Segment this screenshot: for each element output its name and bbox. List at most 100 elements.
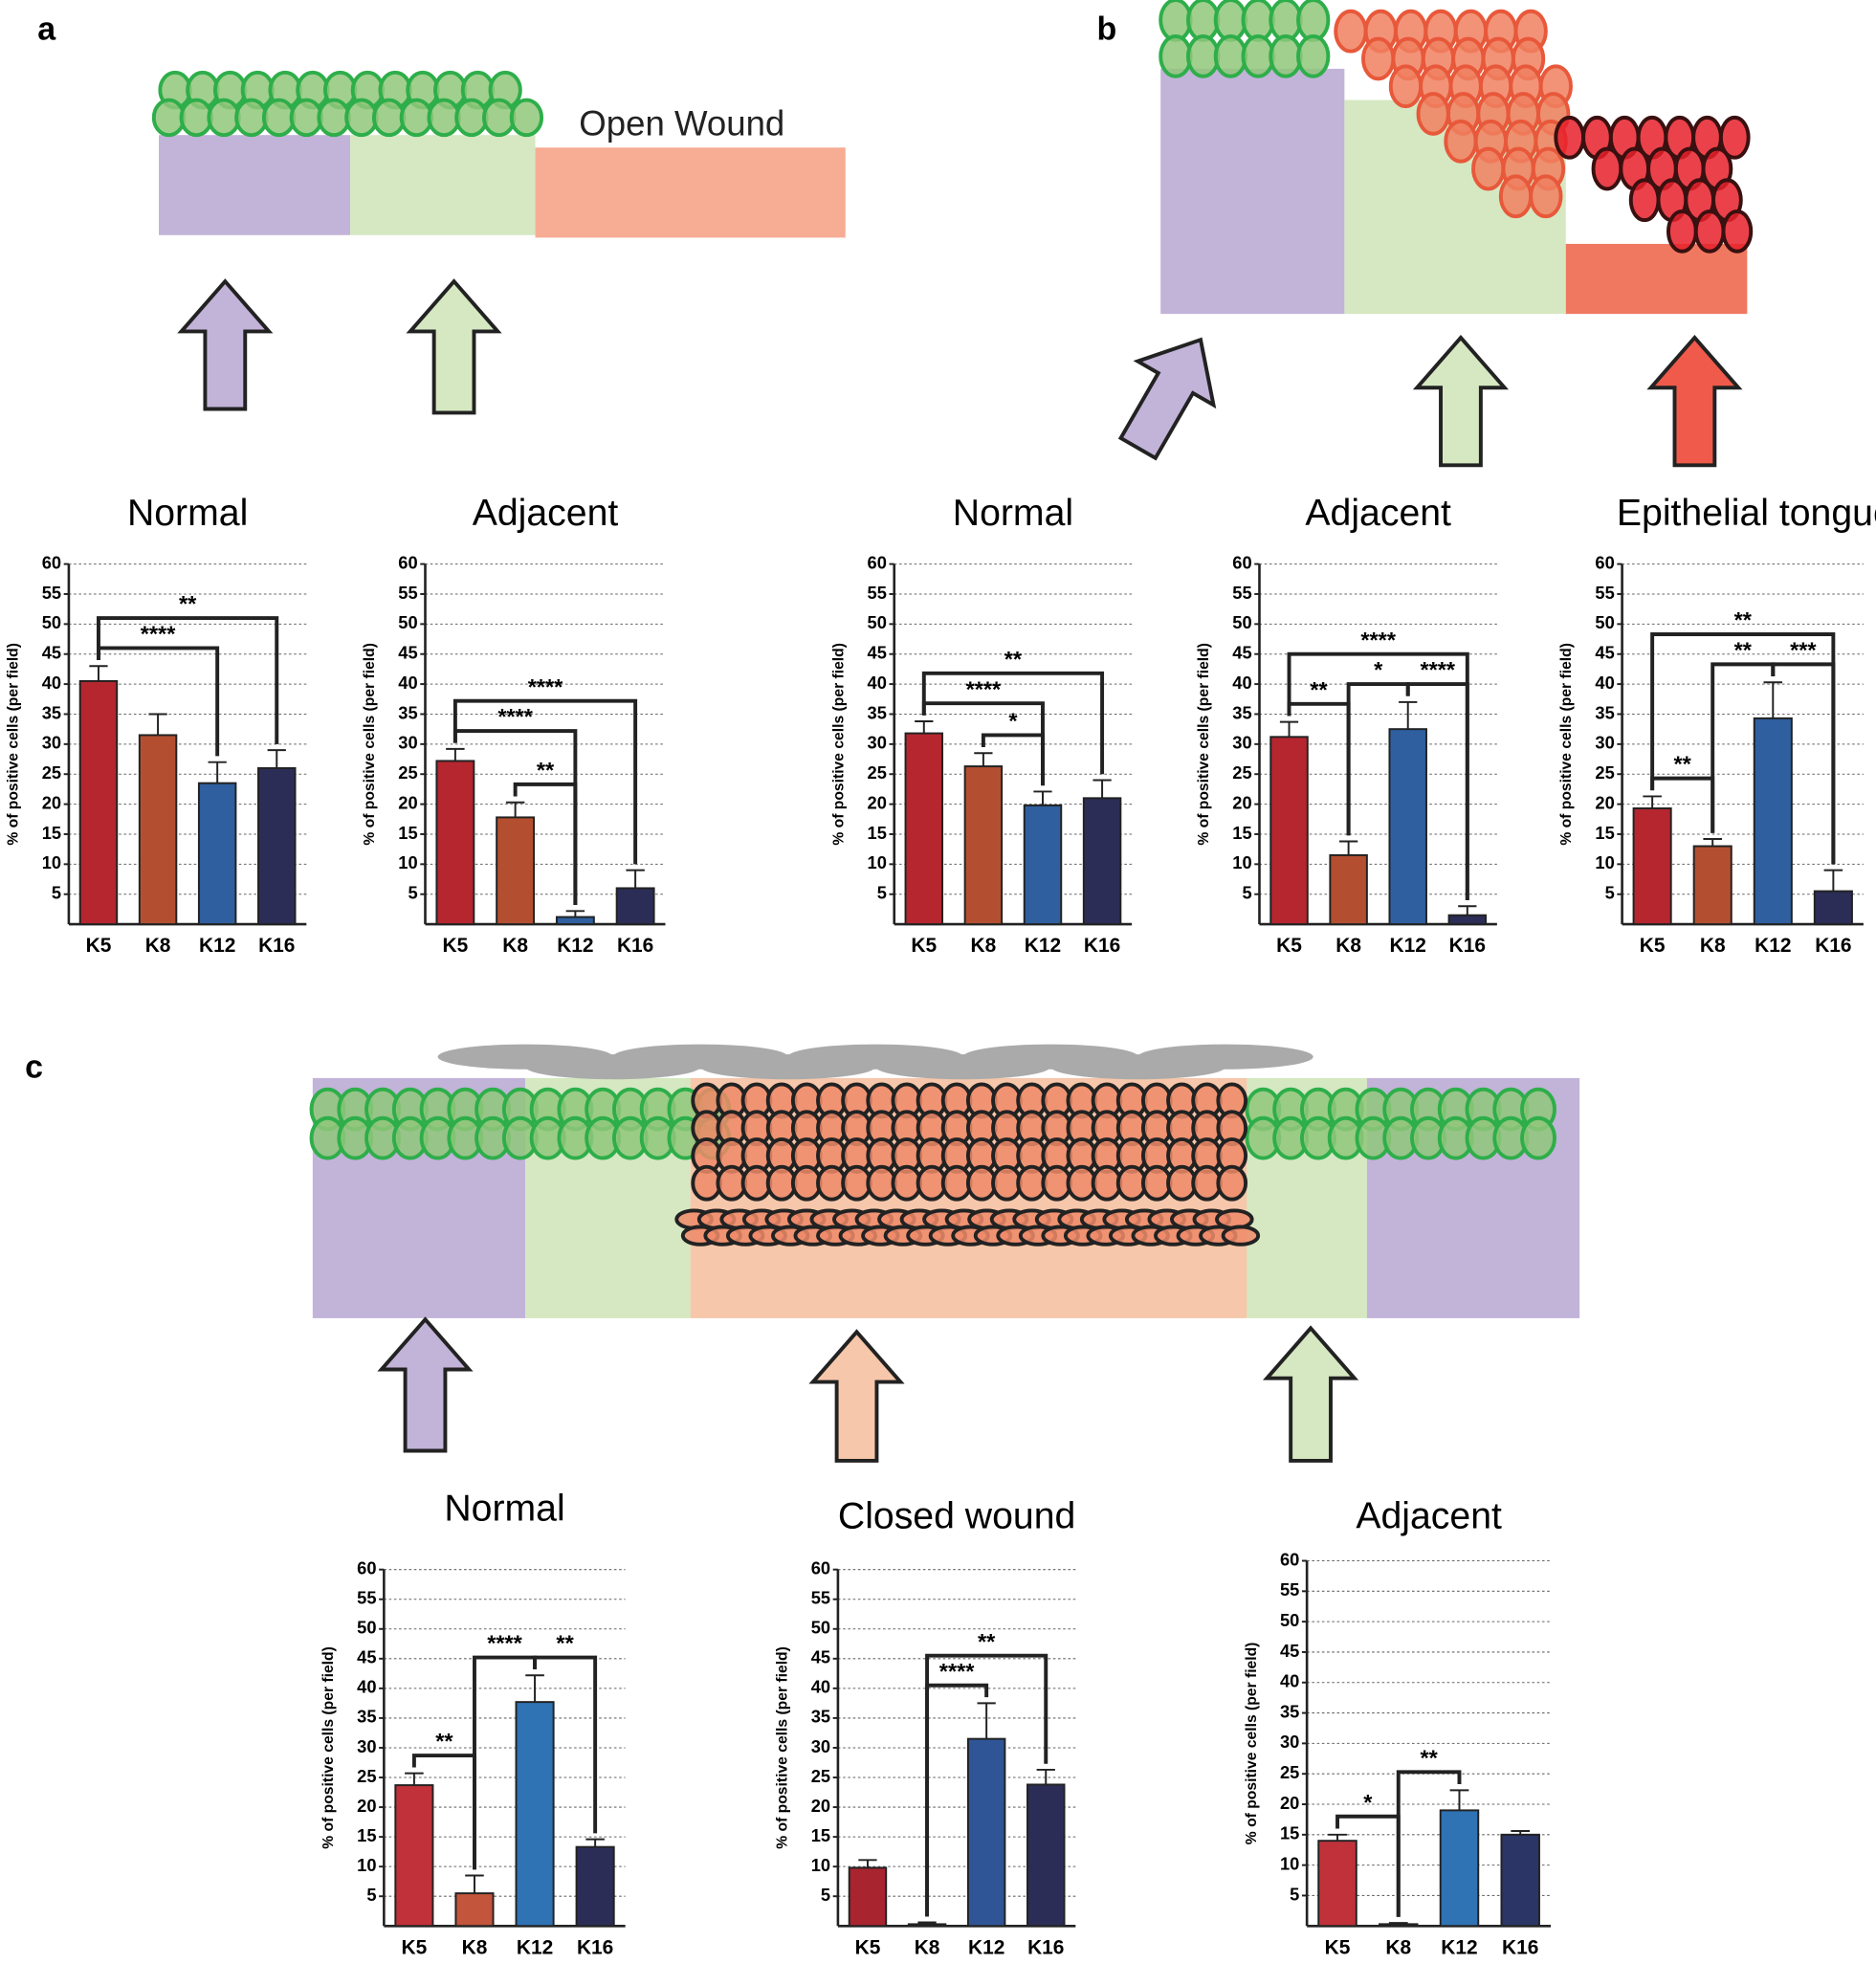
cell: [1269, 33, 1303, 78]
y-tick-label: 15: [398, 823, 417, 843]
bar: [496, 816, 536, 926]
y-tick-label: 50: [42, 612, 61, 632]
y-tick-label: 60: [868, 552, 887, 572]
error-bar: [1643, 795, 1662, 808]
y-tick-label: 60: [398, 552, 417, 572]
x-tick-label: K16: [1815, 935, 1851, 957]
cell: [1221, 1225, 1261, 1247]
error-bar: [977, 1702, 996, 1739]
y-tick-label: 50: [1595, 612, 1614, 632]
significance-label: ***: [1790, 638, 1817, 663]
bar: [197, 782, 237, 926]
significance-label: ****: [487, 1631, 522, 1656]
bar: [1753, 717, 1793, 926]
tissue-adjacent: [350, 135, 536, 235]
error-bar: [1763, 681, 1783, 718]
x-tick-label: K16: [577, 1936, 613, 1958]
significance-label: ****: [966, 676, 1002, 701]
error-bar: [1511, 1830, 1531, 1835]
cell: [1721, 209, 1754, 254]
x-tick-label: K8: [145, 935, 171, 957]
error-bar: [626, 869, 645, 889]
bar: [1447, 914, 1488, 926]
y-axis-label: % of positive cells (per field): [6, 643, 22, 846]
y-axis-label: % of positive cells (per field): [1196, 643, 1212, 846]
tongue-bed: [1565, 243, 1748, 315]
error-bar: [1399, 700, 1418, 730]
x-tick-label: K5: [443, 935, 469, 957]
panel-label: c: [25, 1049, 43, 1086]
y-tick-label: 15: [1232, 823, 1251, 843]
x-tick-label: K12: [968, 1936, 1004, 1958]
significance-label: **: [556, 1631, 574, 1656]
y-tick-label: 40: [811, 1677, 830, 1697]
arrow: [1263, 1325, 1359, 1463]
arrow: [406, 278, 502, 415]
x-tick-label: K16: [1084, 935, 1120, 957]
diagram-label: Open Wound: [579, 104, 784, 143]
cell: [1186, 0, 1221, 42]
error-bar: [1328, 1833, 1347, 1842]
cell: [509, 98, 544, 138]
y-tick-label: 60: [1232, 552, 1251, 572]
y-tick-label: 10: [1280, 1853, 1299, 1873]
cell: [1591, 146, 1623, 191]
x-tick-label: K16: [1449, 935, 1486, 957]
arrow: [1117, 337, 1217, 461]
error-bar: [1092, 779, 1112, 799]
y-tick-label: 45: [357, 1647, 376, 1667]
x-tick-label: K12: [199, 935, 235, 957]
x-tick-label: K8: [1385, 1936, 1411, 1958]
y-tick-label: 10: [1595, 852, 1614, 872]
significance-label: ****: [141, 622, 176, 647]
y-tick-label: 25: [42, 762, 61, 783]
y-tick-label: 15: [42, 823, 61, 843]
bar: [966, 1737, 1006, 1928]
y-tick-label: 20: [1595, 792, 1614, 812]
bar: [1500, 1833, 1540, 1928]
x-tick-label: K5: [402, 1936, 428, 1958]
y-axis-label: % of positive cells (per field): [320, 1646, 337, 1849]
x-tick-label: K8: [1335, 935, 1361, 957]
y-tick-label: 30: [1280, 1732, 1299, 1752]
error-bar: [525, 1674, 544, 1703]
chart-title: Adjacent: [473, 493, 619, 534]
y-tick-label: 35: [357, 1707, 376, 1727]
y-tick-label: 20: [811, 1796, 830, 1816]
y-tick-label: 25: [357, 1766, 376, 1786]
y-tick-label: 45: [42, 643, 61, 663]
y-tick-label: 35: [398, 702, 417, 722]
y-tick-label: 10: [398, 852, 417, 872]
bar: [1023, 804, 1063, 926]
significance-bracket: [921, 671, 1105, 775]
x-tick-label: K16: [258, 935, 295, 957]
significance-label: *: [1374, 657, 1383, 682]
y-axis-label: % of positive cells (per field): [362, 643, 378, 846]
chart-title: Adjacent: [1305, 493, 1451, 534]
x-tick-label: K8: [971, 935, 997, 957]
bar: [1082, 797, 1122, 926]
y-tick-label: 25: [398, 762, 417, 783]
bar: [615, 887, 655, 926]
error-bar: [405, 1772, 424, 1786]
cell: [1718, 115, 1751, 160]
bar: [1813, 890, 1853, 926]
y-tick-label: 50: [357, 1618, 376, 1638]
significance-label: *: [1363, 1790, 1373, 1815]
y-tick-label: 55: [42, 583, 61, 603]
x-tick-label: K8: [915, 1936, 940, 1958]
y-tick-label: 15: [1280, 1823, 1299, 1843]
y-tick-label: 5: [366, 1885, 376, 1905]
y-tick-label: 20: [42, 792, 61, 812]
cell: [289, 98, 323, 138]
error-bar: [917, 1921, 937, 1925]
bar: [435, 760, 475, 926]
cell: [1213, 33, 1248, 78]
significance-label: **: [978, 1629, 996, 1654]
x-tick-label: K5: [855, 1936, 881, 1958]
y-tick-label: 45: [1280, 1641, 1299, 1661]
error-bar: [446, 747, 465, 761]
y-tick-label: 55: [398, 583, 417, 603]
bar: [78, 679, 119, 926]
